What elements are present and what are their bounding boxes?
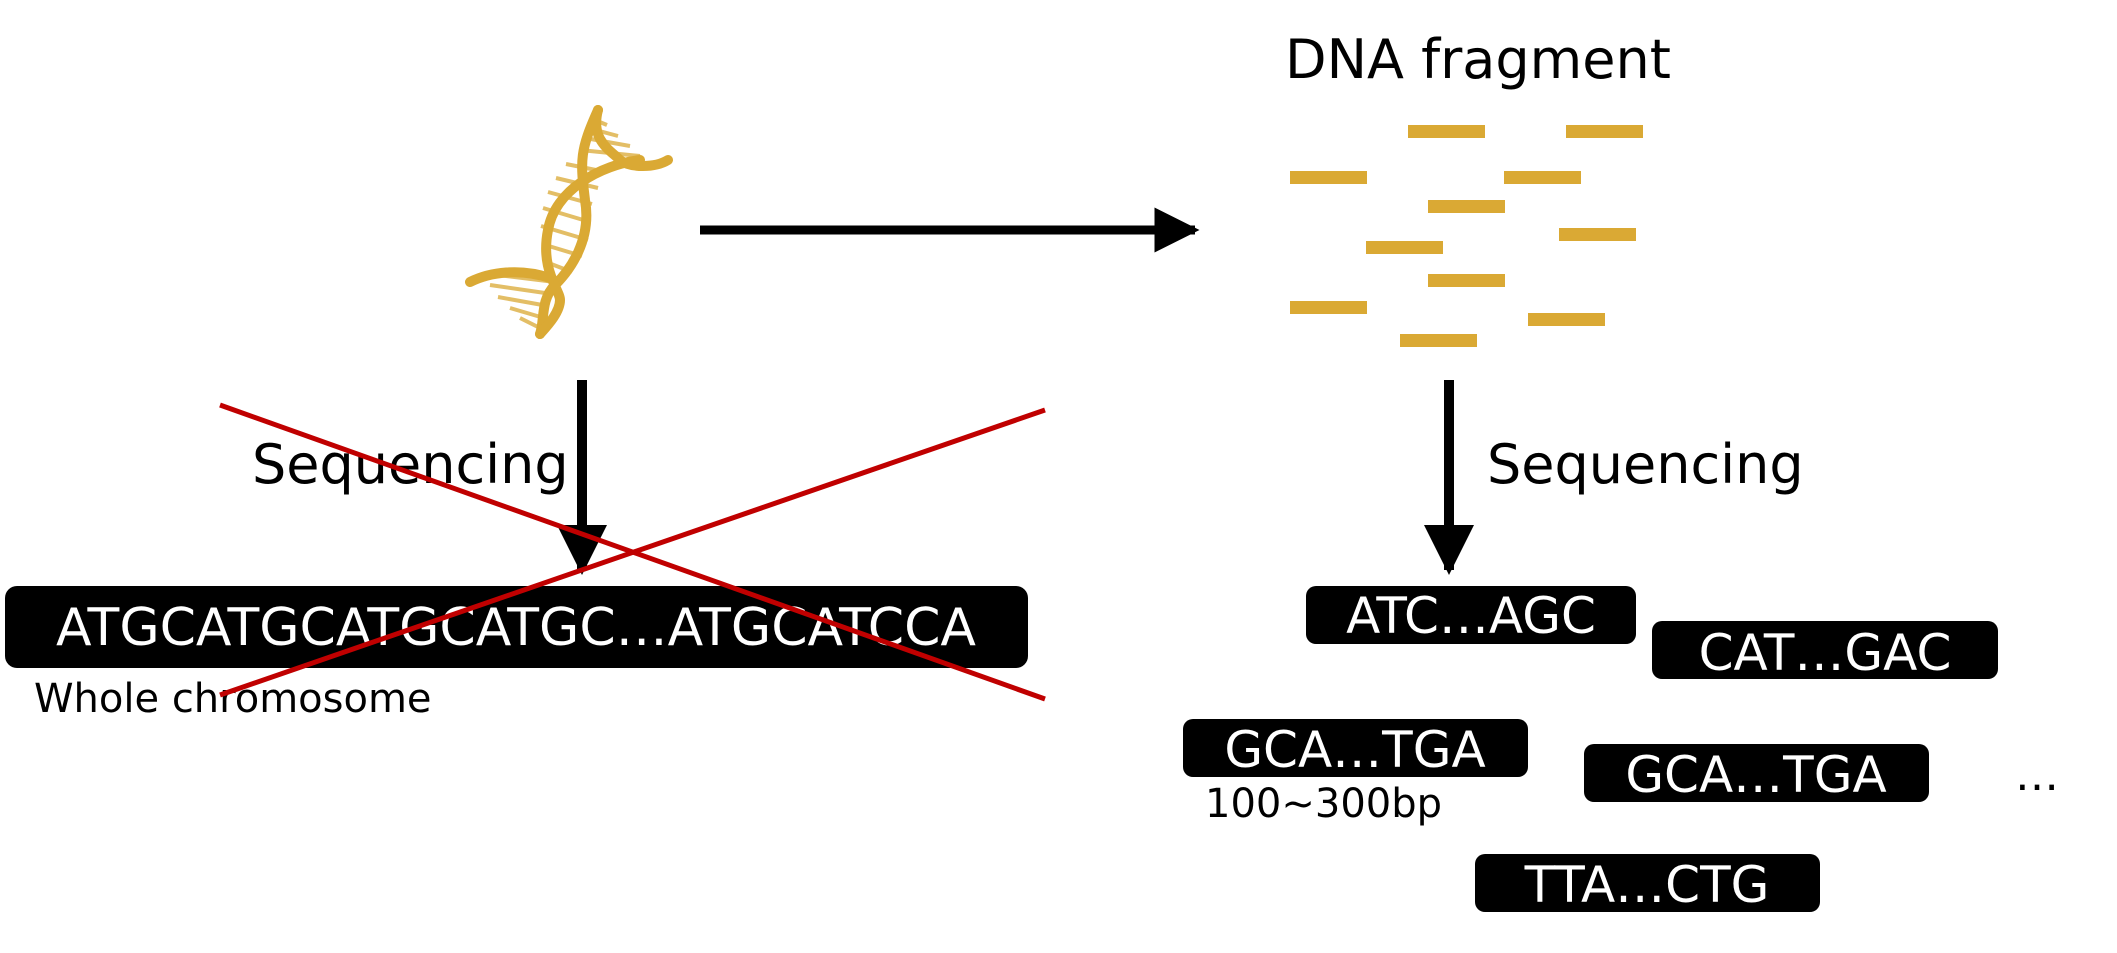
- read: ATC…AGC: [1306, 586, 1636, 645]
- read: TTA…CTG: [1475, 854, 1820, 914]
- dna-fragment: [1566, 125, 1643, 138]
- read-label: CAT…GAC: [1699, 624, 1952, 682]
- read-label: GCA…TGA: [1224, 721, 1485, 779]
- red-cross-out: [219, 402, 1046, 702]
- dna-fragment-title: DNA fragment: [1285, 28, 1671, 91]
- dna-fragment: [1559, 228, 1636, 241]
- read-label: ATC…AGC: [1346, 587, 1596, 645]
- read-label: TTA…CTG: [1524, 856, 1770, 914]
- chromosome-sequence: ATGCATGCATGCATGC…ATGCATCCA: [56, 598, 976, 658]
- right-sequencing-label: Sequencing: [1487, 433, 1804, 496]
- read-length-label: 100~300bp: [1205, 781, 1442, 827]
- dna-fragments: [1290, 125, 1643, 347]
- dna-fragment: [1504, 171, 1581, 184]
- read: CAT…GAC: [1652, 621, 1998, 682]
- dna-fragment: [1400, 334, 1477, 347]
- more-reads-ellipsis: …: [2015, 750, 2059, 801]
- dna-helix-icon: [465, 105, 673, 339]
- left-sequencing-label: Sequencing: [252, 433, 569, 496]
- read: GCA…TGA: [1183, 719, 1528, 779]
- dna-fragment: [1528, 313, 1605, 326]
- chromosome-sequence-box: [5, 586, 1028, 668]
- dna-fragment: [1290, 301, 1367, 314]
- whole-chromosome-caption: Whole chromosome: [34, 676, 432, 722]
- dna-fragment: [1428, 200, 1505, 213]
- dna-fragment: [1366, 241, 1443, 254]
- dna-fragment: [1408, 125, 1485, 138]
- dna-fragment: [1290, 171, 1367, 184]
- read: GCA…TGA: [1584, 744, 1929, 804]
- read-label: GCA…TGA: [1625, 746, 1886, 804]
- dna-fragment: [1428, 274, 1505, 287]
